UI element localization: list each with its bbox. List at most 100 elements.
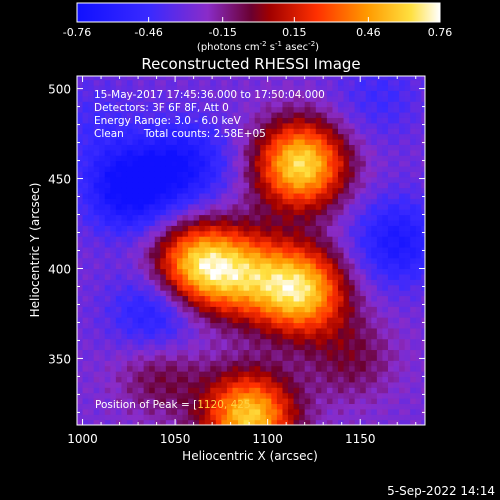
heatmap-cell bbox=[121, 349, 128, 356]
heatmap-cell bbox=[338, 246, 345, 253]
heatmap-cell bbox=[365, 241, 372, 248]
heatmap-cell bbox=[304, 333, 311, 340]
heatmap-cell bbox=[332, 246, 339, 253]
heatmap-cell bbox=[221, 171, 228, 178]
heatmap-cell bbox=[88, 246, 95, 253]
heatmap-cell bbox=[343, 165, 350, 172]
heatmap-cell bbox=[271, 408, 278, 415]
heatmap-cell bbox=[415, 290, 422, 297]
heatmap-cell bbox=[154, 349, 161, 356]
heatmap-cell bbox=[249, 349, 256, 356]
heatmap-cell bbox=[387, 246, 395, 253]
heatmap-cell bbox=[288, 198, 295, 205]
heatmap-cell bbox=[138, 322, 145, 329]
heatmap-cell bbox=[421, 403, 425, 410]
heatmap-cell bbox=[254, 182, 261, 189]
heatmap-cell bbox=[160, 203, 167, 210]
heatmap-cell bbox=[88, 279, 95, 286]
heatmap-cell bbox=[110, 338, 117, 345]
heatmap-cell bbox=[160, 273, 167, 280]
heatmap-cell bbox=[265, 209, 272, 216]
heatmap-cell bbox=[354, 203, 361, 210]
heatmap-cell bbox=[176, 273, 184, 280]
heatmap-cell bbox=[126, 117, 134, 124]
heatmap-cell bbox=[226, 403, 234, 410]
heatmap-cell bbox=[354, 263, 361, 270]
heatmap-cell bbox=[393, 79, 400, 86]
heatmap-cell bbox=[338, 317, 345, 324]
heatmap-cell bbox=[315, 311, 322, 318]
heatmap-cell bbox=[249, 290, 256, 297]
heatmap-cell bbox=[288, 414, 295, 421]
heatmap-cell bbox=[393, 349, 400, 356]
heatmap-cell bbox=[254, 176, 261, 183]
heatmap-cell bbox=[382, 101, 389, 108]
heatmap-cell bbox=[165, 419, 172, 425]
heatmap-cell bbox=[88, 295, 95, 302]
heatmap-cell bbox=[154, 387, 161, 394]
heatmap-cell bbox=[410, 209, 417, 216]
heatmap-cell bbox=[282, 279, 289, 286]
heatmap-cell bbox=[82, 387, 89, 394]
heatmap-cell bbox=[343, 333, 350, 340]
heatmap-cell bbox=[93, 338, 100, 345]
heatmap-cell bbox=[204, 122, 211, 129]
heatmap-cell bbox=[199, 295, 206, 302]
heatmap-cell bbox=[410, 263, 417, 270]
heatmap-cell bbox=[160, 419, 167, 425]
heatmap-cell bbox=[376, 182, 384, 189]
heatmap-cell bbox=[343, 149, 350, 156]
heatmap-cell bbox=[421, 117, 425, 124]
heatmap-cell bbox=[93, 349, 100, 356]
heatmap-cell bbox=[421, 241, 425, 248]
heatmap-cell bbox=[193, 187, 200, 194]
heatmap-cell bbox=[249, 327, 256, 334]
heatmap-cell bbox=[410, 338, 417, 345]
heatmap-cell bbox=[338, 403, 345, 410]
heatmap-cell bbox=[293, 284, 300, 291]
heatmap-cell bbox=[193, 165, 200, 172]
heatmap-cell bbox=[99, 187, 106, 194]
heatmap-cell bbox=[282, 290, 289, 297]
heatmap-cell bbox=[265, 79, 272, 86]
heatmap-cell bbox=[321, 381, 328, 388]
heatmap-cell bbox=[393, 403, 400, 410]
x-tick-label: 1050 bbox=[160, 432, 191, 446]
heatmap-cell bbox=[271, 219, 278, 226]
heatmap-cell bbox=[204, 219, 211, 226]
heatmap-cell bbox=[110, 387, 117, 394]
heatmap-cell bbox=[104, 273, 111, 280]
heatmap-cell bbox=[93, 300, 100, 307]
heatmap-cell bbox=[160, 338, 167, 345]
heatmap-cell bbox=[232, 257, 239, 264]
heatmap-cell bbox=[160, 252, 167, 259]
heatmap-cell bbox=[232, 214, 239, 221]
heatmap-cell bbox=[93, 268, 100, 275]
heatmap-cell bbox=[338, 90, 345, 97]
heatmap-cell bbox=[176, 290, 184, 297]
heatmap-cell bbox=[254, 165, 261, 172]
heatmap-cell bbox=[188, 133, 195, 140]
heatmap-cell bbox=[99, 338, 106, 345]
heatmap-cell bbox=[421, 317, 425, 324]
heatmap-cell bbox=[99, 160, 106, 167]
heatmap-cell bbox=[188, 284, 195, 291]
heatmap-cell bbox=[115, 111, 123, 118]
heatmap-cell bbox=[249, 365, 256, 372]
heatmap-cell bbox=[376, 311, 384, 318]
heatmap-cell bbox=[93, 236, 100, 243]
heatmap-cell bbox=[232, 398, 239, 405]
heatmap-cell bbox=[154, 133, 161, 140]
heatmap-cell bbox=[265, 252, 272, 259]
heatmap-cell bbox=[410, 284, 417, 291]
heatmap-cell bbox=[165, 322, 172, 329]
heatmap-cell bbox=[265, 219, 272, 226]
heatmap-cell bbox=[132, 306, 139, 313]
heatmap-cell bbox=[165, 300, 172, 307]
heatmap-cell bbox=[171, 257, 178, 264]
heatmap-cell bbox=[232, 230, 239, 237]
heatmap-cell bbox=[165, 155, 172, 162]
heatmap-cell bbox=[171, 230, 178, 237]
heatmap-cell bbox=[260, 155, 267, 162]
heatmap-cell bbox=[165, 225, 172, 232]
